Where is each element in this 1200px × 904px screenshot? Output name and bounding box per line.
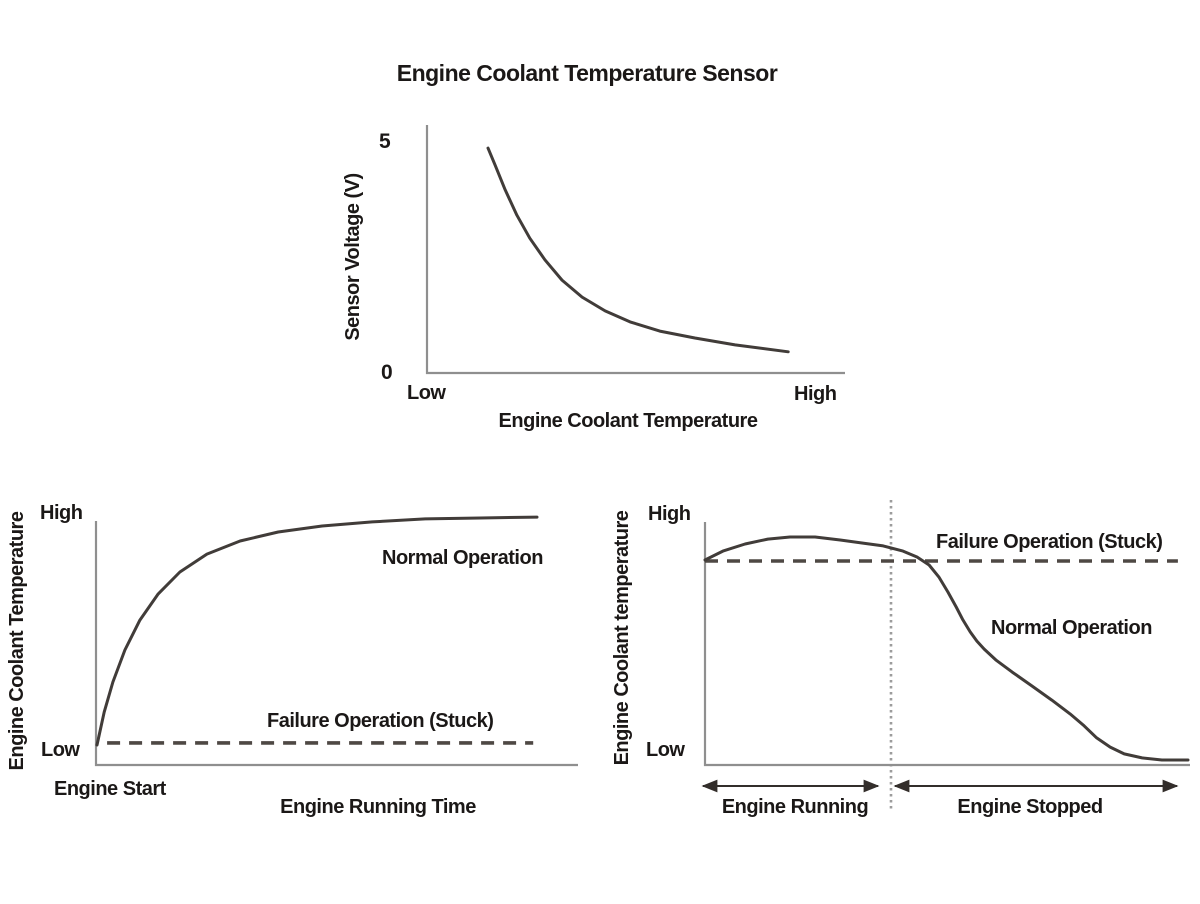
y-tick-high-right-chart: High — [648, 503, 691, 525]
engine-stopped-span-label: Engine Stopped — [957, 796, 1103, 818]
y-axis-label-left-chart: Engine Coolant Temperature — [6, 511, 28, 771]
chart-warmup — [94, 515, 578, 767]
engine-start-label: Engine Start — [54, 778, 166, 800]
normal-operation-curve — [703, 535, 1190, 762]
y-axis-label-top-chart: Sensor Voltage (V) — [342, 173, 364, 341]
chart-sensor-voltage — [425, 125, 845, 375]
normal-operation-annotation-right: Normal Operation — [991, 617, 1152, 639]
y-axis-label-right-chart: Engine Coolant temperature — [611, 510, 633, 766]
engine-running-span-label: Engine Running — [721, 796, 869, 818]
sensor-voltage-curve — [486, 146, 790, 354]
x-tick-high: High — [794, 383, 837, 405]
axes-lines — [94, 521, 578, 767]
axes-lines — [425, 125, 845, 375]
x-axis-label-left-chart: Engine Running Time — [280, 796, 476, 818]
chart-cooldown — [701, 500, 1190, 810]
y-tick-high-left-chart: High — [40, 502, 83, 524]
y-tick-0: 0 — [381, 361, 393, 384]
figure-title: Engine Coolant Temperature Sensor — [396, 60, 778, 86]
x-axis-label-top-chart: Engine Coolant Temperature — [498, 410, 758, 432]
failure-operation-annotation-left: Failure Operation (Stuck) — [267, 710, 494, 732]
failure-operation-annotation-right: Failure Operation (Stuck) — [936, 531, 1163, 553]
y-tick-low-right-chart: Low — [646, 739, 685, 761]
normal-operation-curve — [95, 515, 539, 747]
y-tick-low-left-chart: Low — [41, 739, 80, 761]
normal-operation-annotation-left: Normal Operation — [382, 547, 543, 569]
y-tick-5: 5 — [379, 130, 391, 153]
axes-lines — [703, 522, 1190, 767]
x-tick-low: Low — [407, 382, 446, 404]
